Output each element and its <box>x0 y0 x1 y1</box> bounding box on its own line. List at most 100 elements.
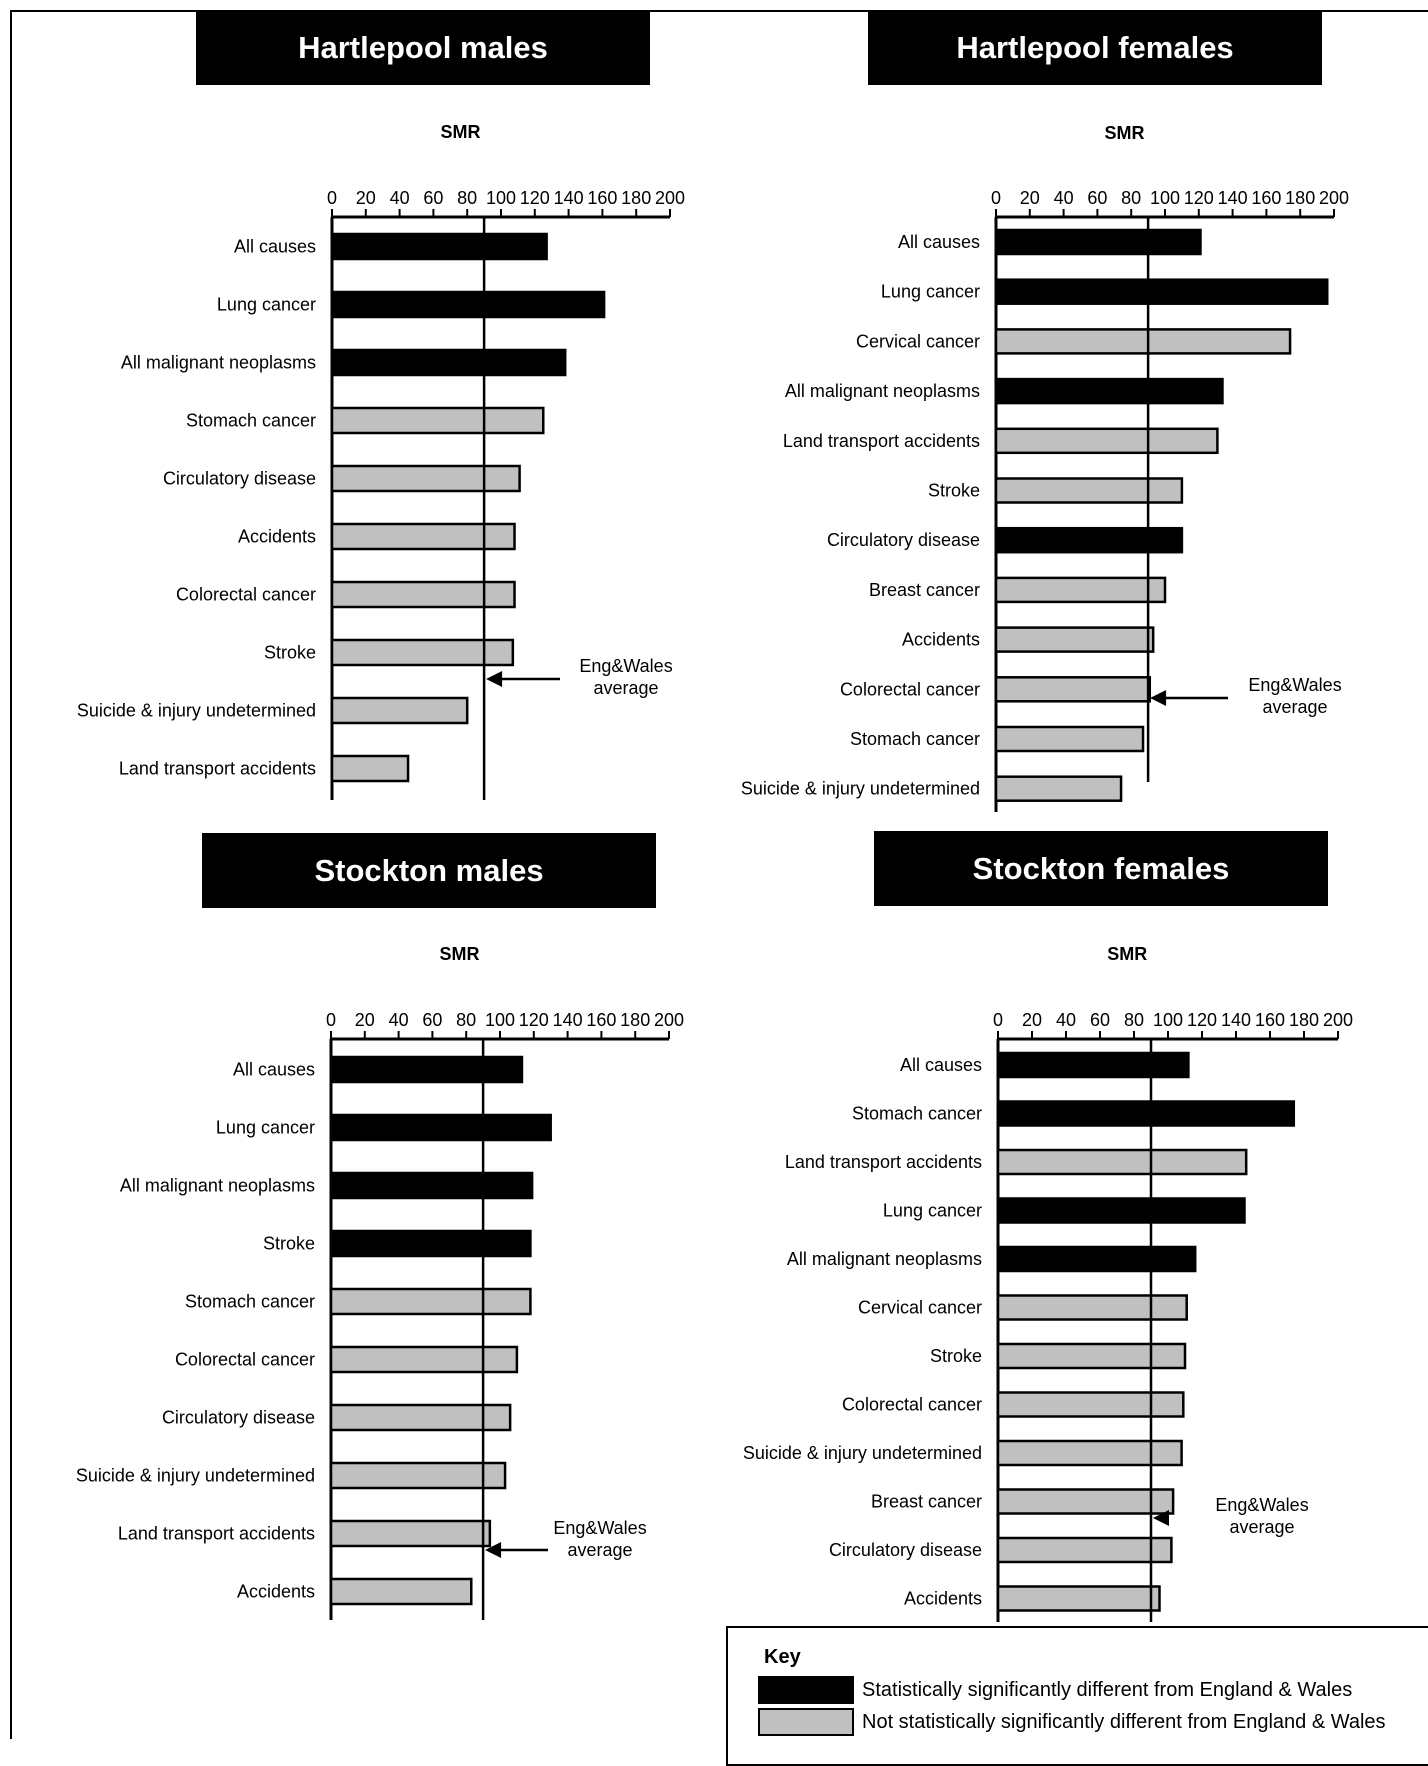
category-label: All causes <box>900 1055 982 1075</box>
x-tick-label: 20 <box>1022 1010 1042 1030</box>
reference-arrow-head <box>1150 690 1167 706</box>
category-label: All malignant neoplasms <box>121 353 316 373</box>
bar <box>329 1229 532 1258</box>
bar <box>994 526 1184 554</box>
category-label: All malignant neoplasms <box>785 381 980 401</box>
bar <box>329 1171 534 1200</box>
bar <box>994 377 1224 405</box>
category-label: Suicide & injury undetermined <box>76 1466 315 1486</box>
category-label: Accidents <box>902 630 980 650</box>
x-tick-label: 0 <box>326 1010 336 1030</box>
category-label: All causes <box>233 1060 315 1080</box>
category-label: Stroke <box>263 1234 315 1254</box>
reference-label: Eng&Wales <box>553 1518 646 1538</box>
category-label: Stroke <box>264 643 316 663</box>
category-label: Land transport accidents <box>783 431 980 451</box>
bar <box>996 1294 1188 1321</box>
reference-label: Eng&Wales <box>1248 675 1341 695</box>
bar <box>996 1197 1246 1224</box>
category-label: Lung cancer <box>216 1118 315 1138</box>
bar <box>996 1391 1185 1418</box>
category-label: All malignant neoplasms <box>787 1249 982 1269</box>
category-label: Colorectal cancer <box>840 679 980 699</box>
bar <box>994 278 1329 305</box>
x-tick-label: 200 <box>1323 1010 1353 1030</box>
bar <box>330 406 545 435</box>
bar <box>329 1287 532 1316</box>
x-tick-label: 180 <box>620 1010 650 1030</box>
key-label-significant: Statistically significantly different fr… <box>862 1678 1353 1701</box>
bar <box>329 1461 507 1490</box>
bar <box>994 477 1184 504</box>
category-label: Accidents <box>237 1582 315 1602</box>
x-tick-label: 40 <box>1056 1010 1076 1030</box>
x-axis-label: SMR <box>1107 944 1147 964</box>
key-box: Key Statistically significantly differen… <box>726 1626 1428 1766</box>
x-tick-label: 180 <box>1289 1010 1319 1030</box>
bar <box>996 1342 1187 1370</box>
category-label: Cervical cancer <box>856 331 980 351</box>
category-label: Breast cancer <box>871 1492 982 1512</box>
category-label: All causes <box>898 232 980 252</box>
bar <box>330 348 567 377</box>
reference-label: Eng&Wales <box>579 656 672 676</box>
bar <box>994 328 1292 355</box>
x-tick-label: 60 <box>422 1010 442 1030</box>
bar <box>330 638 515 667</box>
figure-frame <box>10 10 1428 1739</box>
bar <box>994 626 1155 653</box>
x-tick-label: 160 <box>587 188 617 208</box>
x-tick-label: 100 <box>1153 1010 1183 1030</box>
category-label: Land transport accidents <box>118 1524 315 1544</box>
bar <box>330 232 548 261</box>
category-label: Colorectal cancer <box>176 585 316 605</box>
x-tick-label: 80 <box>457 188 477 208</box>
title-stockton-females: Stockton females <box>874 831 1328 906</box>
x-tick-label: 120 <box>519 1010 549 1030</box>
x-tick-label: 100 <box>485 1010 515 1030</box>
x-tick-label: 100 <box>486 188 516 208</box>
x-tick-label: 0 <box>991 188 1001 208</box>
key-swatch-significant <box>758 1676 854 1704</box>
x-tick-label: 200 <box>655 188 685 208</box>
x-tick-label: 60 <box>423 188 443 208</box>
x-tick-label: 60 <box>1090 1010 1110 1030</box>
category-label: Suicide & injury undetermined <box>743 1443 982 1463</box>
category-label: Circulatory disease <box>163 469 316 489</box>
reference-label: average <box>567 1540 632 1560</box>
bar <box>329 1519 492 1548</box>
reference-label: average <box>1229 1517 1294 1537</box>
category-label: Stomach cancer <box>185 1292 315 1312</box>
x-tick-label: 200 <box>654 1010 684 1030</box>
bar <box>996 1488 1175 1515</box>
category-label: Stomach cancer <box>186 411 316 431</box>
x-tick-label: 140 <box>553 1010 583 1030</box>
category-label: Lung cancer <box>217 295 316 315</box>
bar <box>994 725 1145 753</box>
x-tick-label: 100 <box>1150 188 1180 208</box>
key-title: Key <box>764 1646 801 1668</box>
category-label: Circulatory disease <box>162 1408 315 1428</box>
category-label: Accidents <box>904 1589 982 1609</box>
x-tick-label: 160 <box>1251 188 1281 208</box>
reference-arrow-head <box>1153 1510 1169 1526</box>
bar <box>996 1051 1190 1079</box>
category-label: Lung cancer <box>883 1201 982 1221</box>
bar <box>330 290 606 319</box>
bar <box>329 1113 552 1142</box>
bar <box>994 427 1219 455</box>
x-tick-label: 80 <box>1124 1010 1144 1030</box>
bar <box>330 522 516 551</box>
bar <box>329 1055 524 1084</box>
bar <box>996 1439 1183 1467</box>
reference-label: average <box>593 678 658 698</box>
x-tick-label: 80 <box>1121 188 1141 208</box>
bar <box>329 1403 512 1432</box>
category-label: Land transport accidents <box>119 759 316 779</box>
x-tick-label: 160 <box>586 1010 616 1030</box>
bar <box>994 576 1167 604</box>
x-tick-label: 180 <box>621 188 651 208</box>
category-label: All malignant neoplasms <box>120 1176 315 1196</box>
category-label: Breast cancer <box>869 580 980 600</box>
